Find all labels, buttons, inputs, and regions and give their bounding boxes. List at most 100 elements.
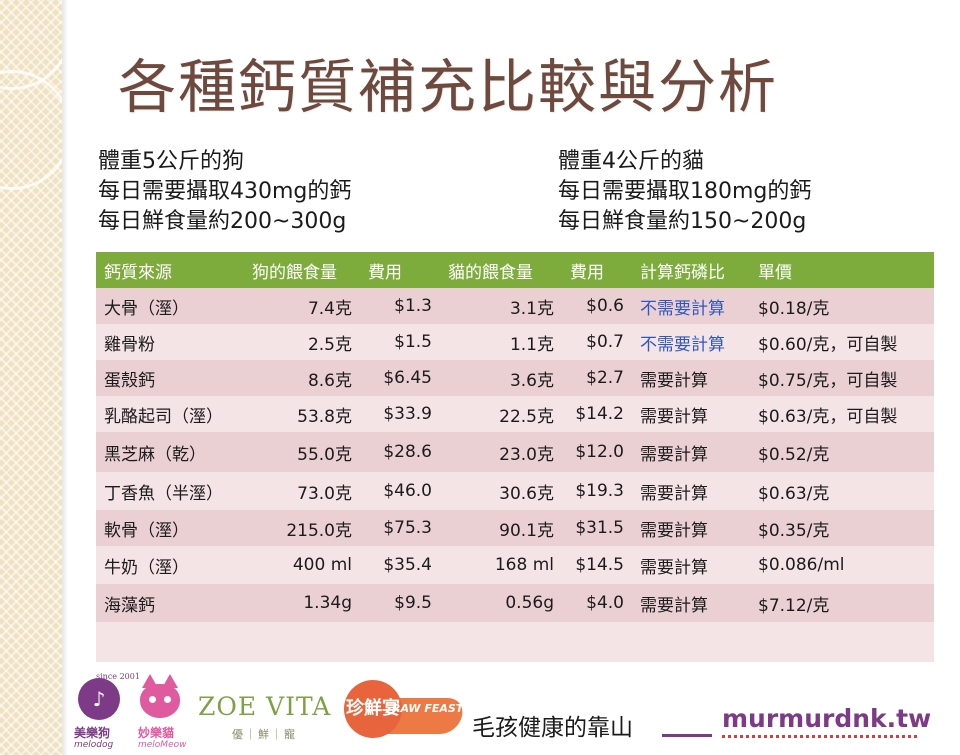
- table-cell: $0.7: [586, 332, 624, 352]
- table-cell: 7.4克: [307, 298, 352, 319]
- table-row: 丁香魚（半溼） 73.0克 $46.0 30.6克 $19.3 需要計算 $0.63/克: [96, 472, 934, 510]
- table-cell: $0.18/克: [758, 298, 830, 319]
- table-row: 乳酪起司（溼） 53.8克 $33.9 22.5克 $14.2 需要計算 $0.63/克，可…: [96, 396, 934, 432]
- table-cell: $0.35/克: [758, 520, 830, 541]
- table-cell: $6.45: [383, 368, 432, 388]
- table-cell: $14.2: [575, 404, 624, 424]
- table-cell: 雞骨粉: [104, 334, 155, 355]
- zoe-vita-sub: 優｜鮮｜寵: [232, 728, 297, 741]
- table-cell: 需要計算: [640, 444, 708, 465]
- table-cell: 大骨（溼）: [104, 298, 189, 319]
- table-cell: $31.5: [575, 518, 624, 538]
- column-header-source: 鈣質來源: [104, 262, 172, 283]
- table-cell: $1.5: [394, 332, 432, 352]
- table-row: 雞骨粉 2.5克 $1.5 1.1克 $0.7 不需要計算 $0.60/克，可自製: [96, 324, 934, 360]
- table-cell: $19.3: [575, 481, 624, 501]
- calcium-comparison-table: 鈣質來源 狗的餵食量 費用 貓的餵食量 費用 計算鈣磷比 單價 大骨（溼） 7.4…: [96, 252, 934, 662]
- table-cell: 2.5克: [307, 334, 352, 355]
- table-cell: $0.63/克，可自製: [758, 406, 898, 427]
- cat-eye-icon: [164, 696, 171, 703]
- table-cell: $4.0: [586, 593, 624, 613]
- table-cell: $2.7: [586, 368, 624, 388]
- table-cell: $35.4: [383, 555, 432, 575]
- table-cell: $7.12/克: [758, 595, 830, 616]
- cat-ear-icon: [142, 674, 158, 688]
- table-cell: 不需要計算: [640, 298, 725, 319]
- table-cell: 需要計算: [640, 483, 708, 504]
- table-cell: $0.63/克: [758, 483, 830, 504]
- table-cell: $0.086/ml: [758, 555, 845, 575]
- table-cell: 丁香魚（半溼）: [104, 483, 223, 504]
- table-cell: 23.0克: [499, 444, 554, 465]
- melodog-name: 美樂狗: [74, 726, 111, 740]
- dog-info-line: 每日需要攝取430mg的鈣: [98, 179, 352, 204]
- table-header-row: 鈣質來源 狗的餵食量 費用 貓的餵食量 費用 計算鈣磷比 單價: [96, 252, 934, 288]
- table-cell: $14.5: [575, 555, 624, 575]
- table-cell: $75.3: [383, 518, 432, 538]
- zoe-vita-logo: ZOE VITA: [198, 692, 332, 721]
- melodog-logo-icon: ♪: [78, 678, 120, 720]
- table-cell: 黑芝麻（乾）: [104, 444, 206, 465]
- column-header-cat-cost: 費用: [570, 262, 604, 283]
- cat-ear-icon: [162, 674, 178, 688]
- side-shadow: [62, 0, 68, 755]
- table-cell: 需要計算: [640, 406, 708, 427]
- cat-info-line: 每日鮮食量約150~200g: [558, 209, 807, 234]
- website-link[interactable]: murmurdnk.tw: [722, 704, 932, 733]
- melodog-since: since 2001: [96, 672, 140, 681]
- footer-logo-bar: since 2001 ♪ 美樂狗 melodog 妙樂貓 meloMeow ZO…: [66, 668, 960, 755]
- table-row: 海藻鈣 1.34g $9.5 0.56g $4.0 需要計算 $7.12/克: [96, 584, 934, 622]
- table-row: 牛奶（溼） 400 ml $35.4 168 ml $14.5 需要計算 $0.086/ml: [96, 546, 934, 584]
- table-cell: $12.0: [575, 442, 624, 462]
- table-cell: $0.52/克: [758, 444, 830, 465]
- slide-title: 各種鈣質補充比較與分析: [118, 53, 779, 121]
- raw-feast-logo: 珍鮮宴: [344, 680, 402, 738]
- decorative-side-strip: [0, 0, 72, 755]
- table-cell: 3.1克: [509, 298, 554, 319]
- table-cell: $46.0: [383, 481, 432, 501]
- table-cell: 需要計算: [640, 557, 708, 578]
- cat-info-line: 每日需要攝取180mg的鈣: [558, 179, 812, 204]
- melodog-sub: melodog: [74, 740, 114, 750]
- table-row: 蛋殼鈣 8.6克 $6.45 3.6克 $2.7 需要計算 $0.75/克，可自製: [96, 360, 934, 396]
- dog-info-line: 體重5公斤的狗: [98, 149, 244, 174]
- table-row: 黑芝麻（乾） 55.0克 $28.6 23.0克 $12.0 需要計算 $0.52/克: [96, 432, 934, 472]
- table-cell: $0.6: [586, 296, 624, 316]
- cat-info-line: 體重4公斤的貓: [558, 149, 704, 174]
- table-cell: 400 ml: [292, 555, 352, 575]
- table-cell: 215.0克: [286, 520, 352, 541]
- table-cell: $0.75/克，可自製: [758, 370, 898, 391]
- table-cell: 55.0克: [297, 444, 352, 465]
- table-cell: 蛋殼鈣: [104, 370, 155, 391]
- melomeow-name: 妙樂貓: [138, 726, 175, 740]
- table-cell: 0.56g: [505, 593, 554, 613]
- table-cell: $1.3: [394, 296, 432, 316]
- column-header-cat-amount: 貓的餵食量: [448, 262, 533, 283]
- column-header-ratio: 計算鈣磷比: [640, 262, 725, 283]
- table-cell: 8.6克: [307, 370, 352, 391]
- dog-info-line: 每日鮮食量約200~300g: [98, 209, 347, 234]
- website-underline: [722, 735, 918, 738]
- table-cell: 海藻鈣: [104, 595, 155, 616]
- table-cell: 需要計算: [640, 370, 708, 391]
- table-cell: 需要計算: [640, 520, 708, 541]
- table-cell: 30.6克: [499, 483, 554, 504]
- table-cell: 90.1克: [499, 520, 554, 541]
- table-cell: $0.60/克，可自製: [758, 334, 898, 355]
- column-header-dog-cost: 費用: [368, 262, 402, 283]
- table-row: 軟骨（溼） 215.0克 $75.3 90.1克 $31.5 需要計算 $0.35/克: [96, 510, 934, 546]
- column-header-dog-amount: 狗的餵食量: [252, 262, 337, 283]
- table-cell: $28.6: [383, 442, 432, 462]
- table-cell: $33.9: [383, 404, 432, 424]
- table-cell: 1.34g: [303, 593, 352, 613]
- table-cell: $9.5: [394, 593, 432, 613]
- table-cell: 3.6克: [509, 370, 554, 391]
- table-cell: 需要計算: [640, 595, 708, 616]
- cat-info: 體重4公斤的貓 每日需要攝取180mg的鈣 每日鮮食量約150~200g: [558, 147, 811, 237]
- table-cell: 乳酪起司（溼）: [104, 406, 223, 427]
- table-cell: 168 ml: [494, 555, 554, 575]
- table-cell: 牛奶（溼）: [104, 557, 189, 578]
- melomeow-logo-icon: [140, 674, 180, 718]
- column-header-unit-price: 單價: [758, 262, 792, 283]
- melomeow-sub: meloMeow: [138, 740, 187, 750]
